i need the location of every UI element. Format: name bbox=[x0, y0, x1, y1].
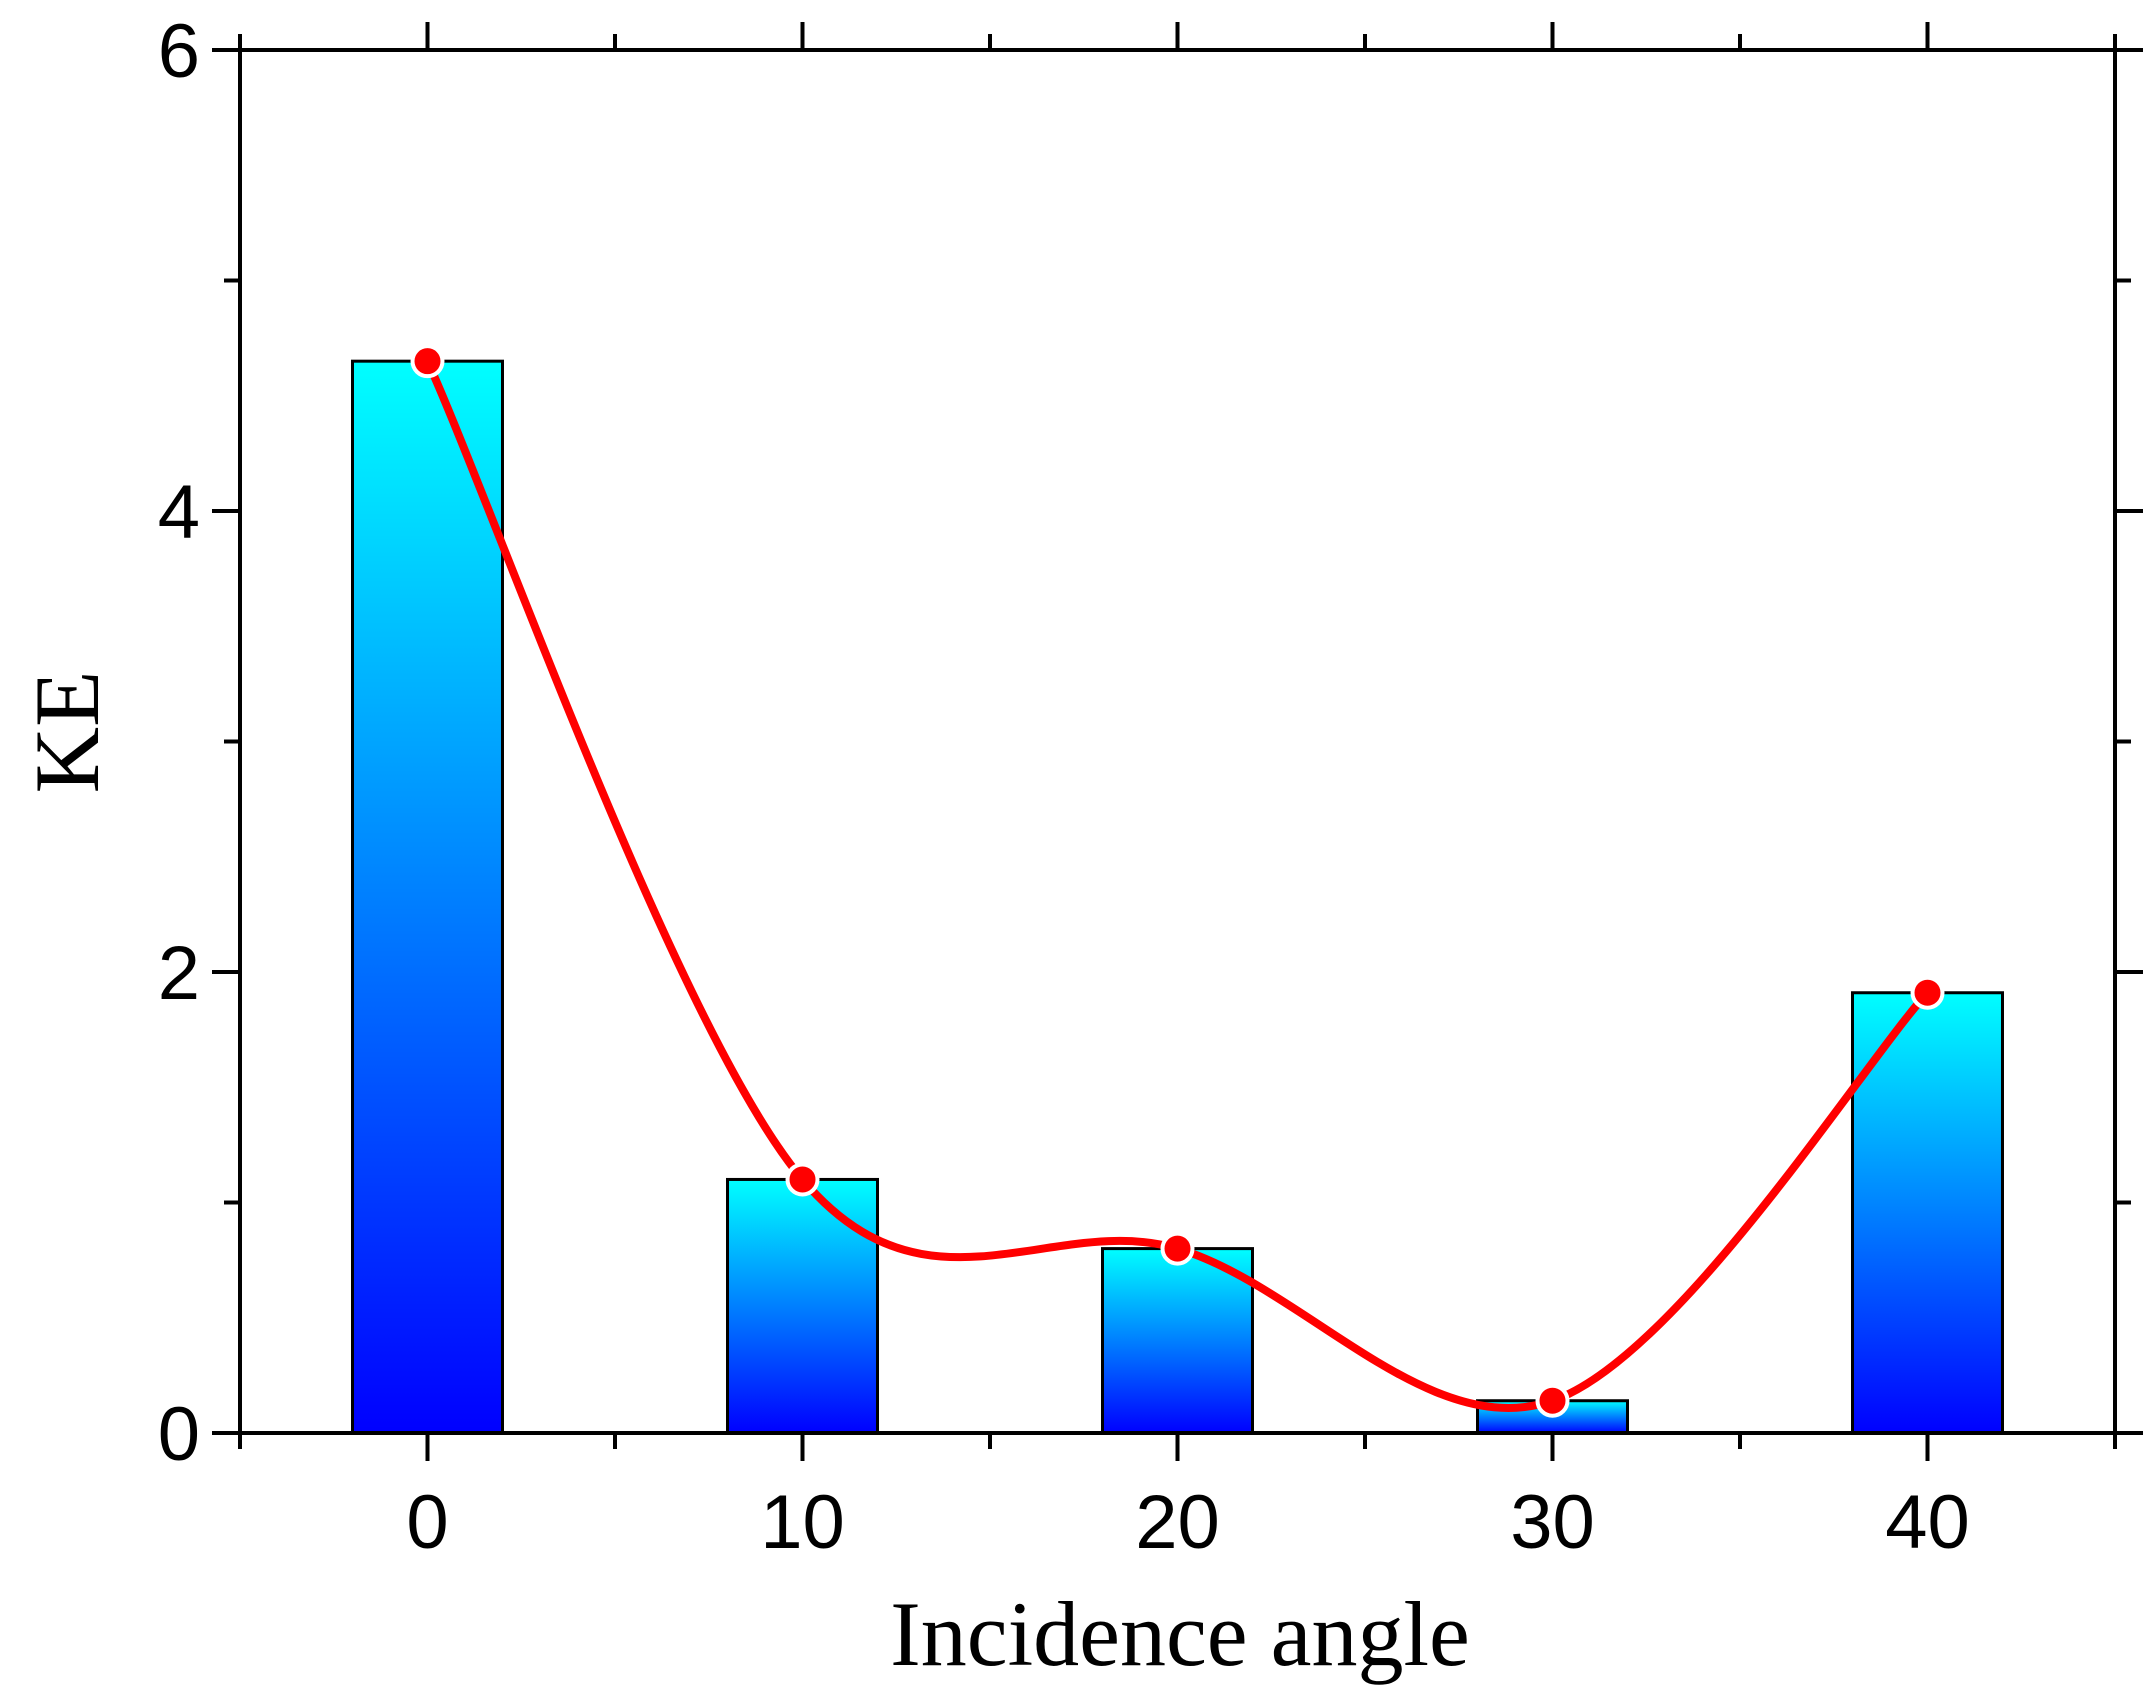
x-tick-label: 10 bbox=[760, 1480, 845, 1565]
axes-layer bbox=[212, 22, 2143, 1461]
data-point-20 bbox=[1160, 1231, 1195, 1266]
trend-line bbox=[423, 357, 1932, 1412]
y-axis-title: KE bbox=[16, 671, 118, 794]
data-point-30 bbox=[1535, 1383, 1570, 1418]
x-tick-label: 30 bbox=[1510, 1480, 1595, 1565]
bars-layer bbox=[351, 359, 2004, 1435]
bar-0 bbox=[351, 359, 504, 1435]
bar-40 bbox=[1851, 991, 2004, 1435]
data-point-10 bbox=[785, 1162, 820, 1197]
plot-frame bbox=[238, 48, 2117, 1435]
x-tick-label: 40 bbox=[1885, 1480, 1970, 1565]
data-point-0 bbox=[410, 344, 445, 379]
y-tick-label: 4 bbox=[158, 470, 200, 555]
curve-layer bbox=[423, 357, 1932, 1412]
y-tick-label: 0 bbox=[158, 1392, 200, 1477]
x-axis-title: Incidence angle bbox=[890, 1583, 1470, 1685]
x-tick-label: 0 bbox=[406, 1480, 448, 1565]
y-tick-label: 6 bbox=[158, 9, 200, 94]
y-tick-label: 2 bbox=[158, 931, 200, 1016]
bar-20 bbox=[1101, 1247, 1254, 1435]
data-point-40 bbox=[1910, 975, 1945, 1010]
x-tick-label: 20 bbox=[1135, 1480, 1220, 1565]
labels-layer: 0 2 4 6 0 10 20 30 40 bbox=[158, 9, 1970, 1565]
bar-10 bbox=[726, 1177, 879, 1435]
markers-layer bbox=[410, 344, 1945, 1418]
